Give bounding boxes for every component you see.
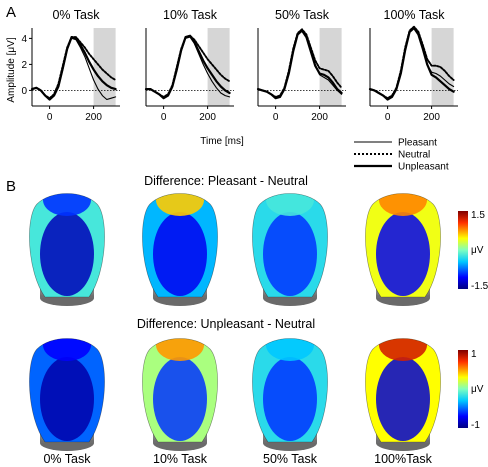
condition-label-1: 10% Task (153, 452, 208, 466)
head-surface (252, 193, 328, 297)
head-outline (365, 193, 441, 298)
colorbar-max: 1 (471, 349, 477, 360)
y-tick-label: 2 (21, 60, 27, 71)
condition-label-3: 100%Task (374, 452, 432, 466)
panel-title: 100% Task (384, 8, 446, 22)
y-axis-label: Amplitude [μV] (6, 37, 17, 102)
panel-letter-b: B (6, 178, 16, 195)
posterior-field (40, 212, 94, 296)
posterior-field (153, 357, 207, 441)
head-outline (142, 338, 218, 443)
topo-title-pleasant: Difference: Pleasant - Neutral (144, 174, 308, 188)
x-tick-label: 0 (273, 112, 279, 123)
posterior-field (40, 357, 94, 441)
erp-panel-2: 50% Task 0 200 (256, 8, 346, 123)
head-surface (29, 193, 105, 297)
head-map-1-1 (142, 338, 218, 451)
x-tick-label: 0 (385, 112, 391, 123)
x-tick-label: 200 (423, 112, 440, 123)
head-outline (252, 193, 328, 298)
panel-title: 0% Task (52, 8, 100, 22)
head-map-1-3 (365, 338, 441, 451)
colorbar-gradient (458, 211, 468, 289)
y-tick-label: 4 (21, 34, 27, 45)
head-surface (365, 193, 441, 297)
series-line-unpleasant (256, 29, 343, 100)
panel-title: 10% Task (163, 8, 218, 22)
head-surface (29, 338, 105, 442)
head-map-0-0 (29, 193, 105, 306)
posterior-field (376, 212, 430, 296)
colorbar-unit: μV (471, 384, 484, 395)
head-surface (365, 338, 441, 442)
topographic-maps (29, 193, 441, 451)
x-tick-label: 200 (85, 112, 102, 123)
vertex-field (266, 338, 314, 361)
y-tick-label: 0 (21, 86, 27, 97)
head-outline (29, 193, 105, 298)
topo-title-unpleasant: Difference: Unpleasant - Neutral (137, 317, 315, 331)
vertex-field (156, 193, 204, 216)
vertex-field (379, 193, 427, 216)
head-map-1-0 (29, 338, 105, 451)
head-map-0-3 (365, 193, 441, 306)
colorbar-pleasant: 1.5 μV -1.5 (458, 210, 488, 292)
posterior-field (263, 357, 317, 441)
head-map-0-1 (142, 193, 218, 306)
head-outline (365, 338, 441, 443)
legend-label-neutral: Neutral (398, 150, 430, 161)
shaded-window (431, 28, 454, 106)
shaded-window (207, 28, 230, 106)
x-tick-label: 0 (47, 112, 53, 123)
head-outline (252, 338, 328, 443)
head-map-0-2 (252, 193, 328, 306)
vertex-field (43, 193, 91, 216)
erp-panel-0: 0% Task 0 200 0 2 4 (21, 8, 120, 123)
panel-title: 50% Task (275, 8, 330, 22)
head-surface (142, 338, 218, 442)
colorbar-unpleasant: 1 μV -1 (458, 349, 484, 431)
legend-label-unpleasant: Unpleasant (398, 162, 449, 173)
head-surface (252, 338, 328, 442)
vertex-field (43, 338, 91, 361)
erp-panel-1: 10% Task 0 200 (144, 8, 234, 123)
x-tick-label: 0 (161, 112, 167, 123)
vertex-field (156, 338, 204, 361)
posterior-field (376, 357, 430, 441)
series-line-unpleasant (30, 35, 117, 101)
legend-label-pleasant: Pleasant (398, 138, 437, 149)
head-map-1-2 (252, 338, 328, 451)
erp-panel-3: 100% Task 0 200 (368, 8, 458, 123)
colorbar-gradient (458, 350, 468, 428)
head-surface (142, 193, 218, 297)
condition-label-2: 50% Task (263, 452, 318, 466)
vertex-field (379, 338, 427, 361)
shaded-window (93, 28, 116, 106)
condition-label-0: 0% Task (43, 452, 91, 466)
panel-letter-a: A (6, 4, 16, 21)
legend: Pleasant Neutral Unpleasant (354, 138, 449, 173)
posterior-field (263, 212, 317, 296)
colorbar-max: 1.5 (471, 210, 485, 221)
colorbar-min: -1.5 (471, 281, 488, 292)
head-outline (29, 338, 105, 443)
x-tick-label: 200 (199, 112, 216, 123)
head-outline (142, 193, 218, 298)
vertex-field (266, 193, 314, 216)
x-axis-label: Time [ms] (200, 136, 244, 147)
colorbar-min: -1 (471, 420, 480, 431)
shaded-window (319, 28, 342, 106)
series-line-unpleasant (144, 34, 231, 100)
series-line-unpleasant (368, 26, 455, 101)
x-tick-label: 200 (311, 112, 328, 123)
posterior-field (153, 212, 207, 296)
colorbar-unit: μV (471, 245, 484, 256)
